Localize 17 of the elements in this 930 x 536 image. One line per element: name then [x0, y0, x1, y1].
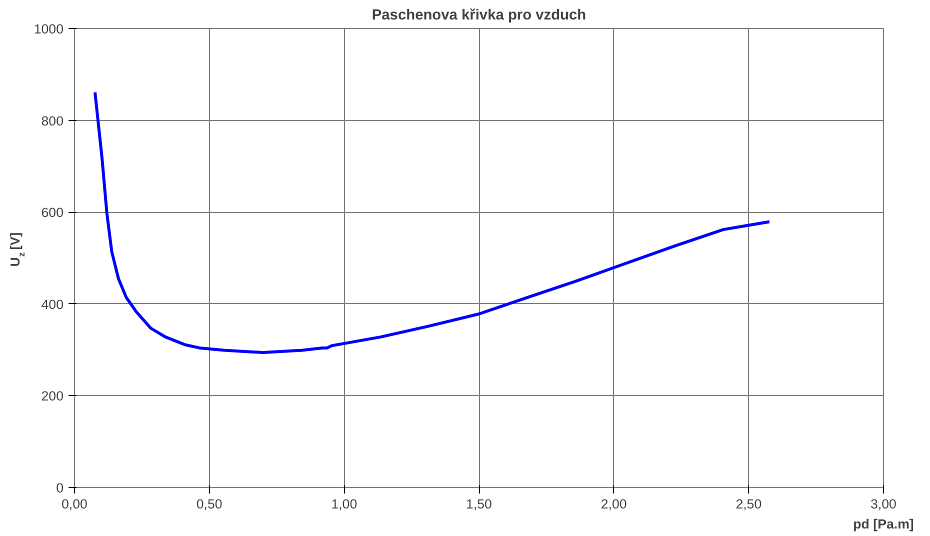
y-tick-label: 600	[41, 205, 64, 220]
y-tick-label: 200	[41, 388, 64, 404]
x-axis-title: pd [Pa.m]	[853, 516, 914, 532]
x-tick-label: 3,00	[870, 496, 896, 512]
x-tick-label: 1,50	[466, 496, 492, 512]
y-tick-label: 1000	[34, 22, 64, 36]
chart-title: Paschenova křivka pro vzduch	[372, 8, 586, 24]
line-series	[93, 90, 771, 354]
x-tick-label: 2,00	[600, 496, 627, 512]
x-tick-label: 1,00	[331, 496, 358, 512]
y-tick-label: 0	[56, 480, 64, 496]
y-tick-label: 800	[41, 113, 64, 128]
x-tick-label: 0,00	[62, 496, 88, 512]
y-tick-label: 400	[41, 296, 64, 312]
x-tick-label: 2,50	[736, 496, 762, 512]
y-axis-title: Uz [V]	[8, 232, 26, 267]
x-tick-label: 0,50	[196, 496, 222, 512]
